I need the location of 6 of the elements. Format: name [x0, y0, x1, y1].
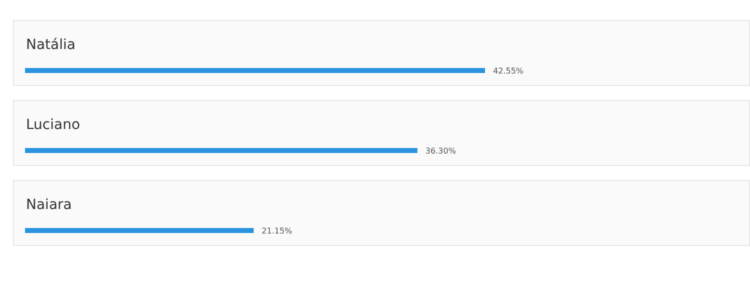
data-label: 21.15% [262, 226, 293, 236]
data-label: 36.30% [425, 146, 456, 156]
y-tick-label: Luciano [26, 117, 80, 133]
data-label: 42.55% [493, 66, 524, 76]
y-tick-label: Natália [26, 37, 76, 53]
y-tick-label: Naiara [26, 197, 72, 213]
